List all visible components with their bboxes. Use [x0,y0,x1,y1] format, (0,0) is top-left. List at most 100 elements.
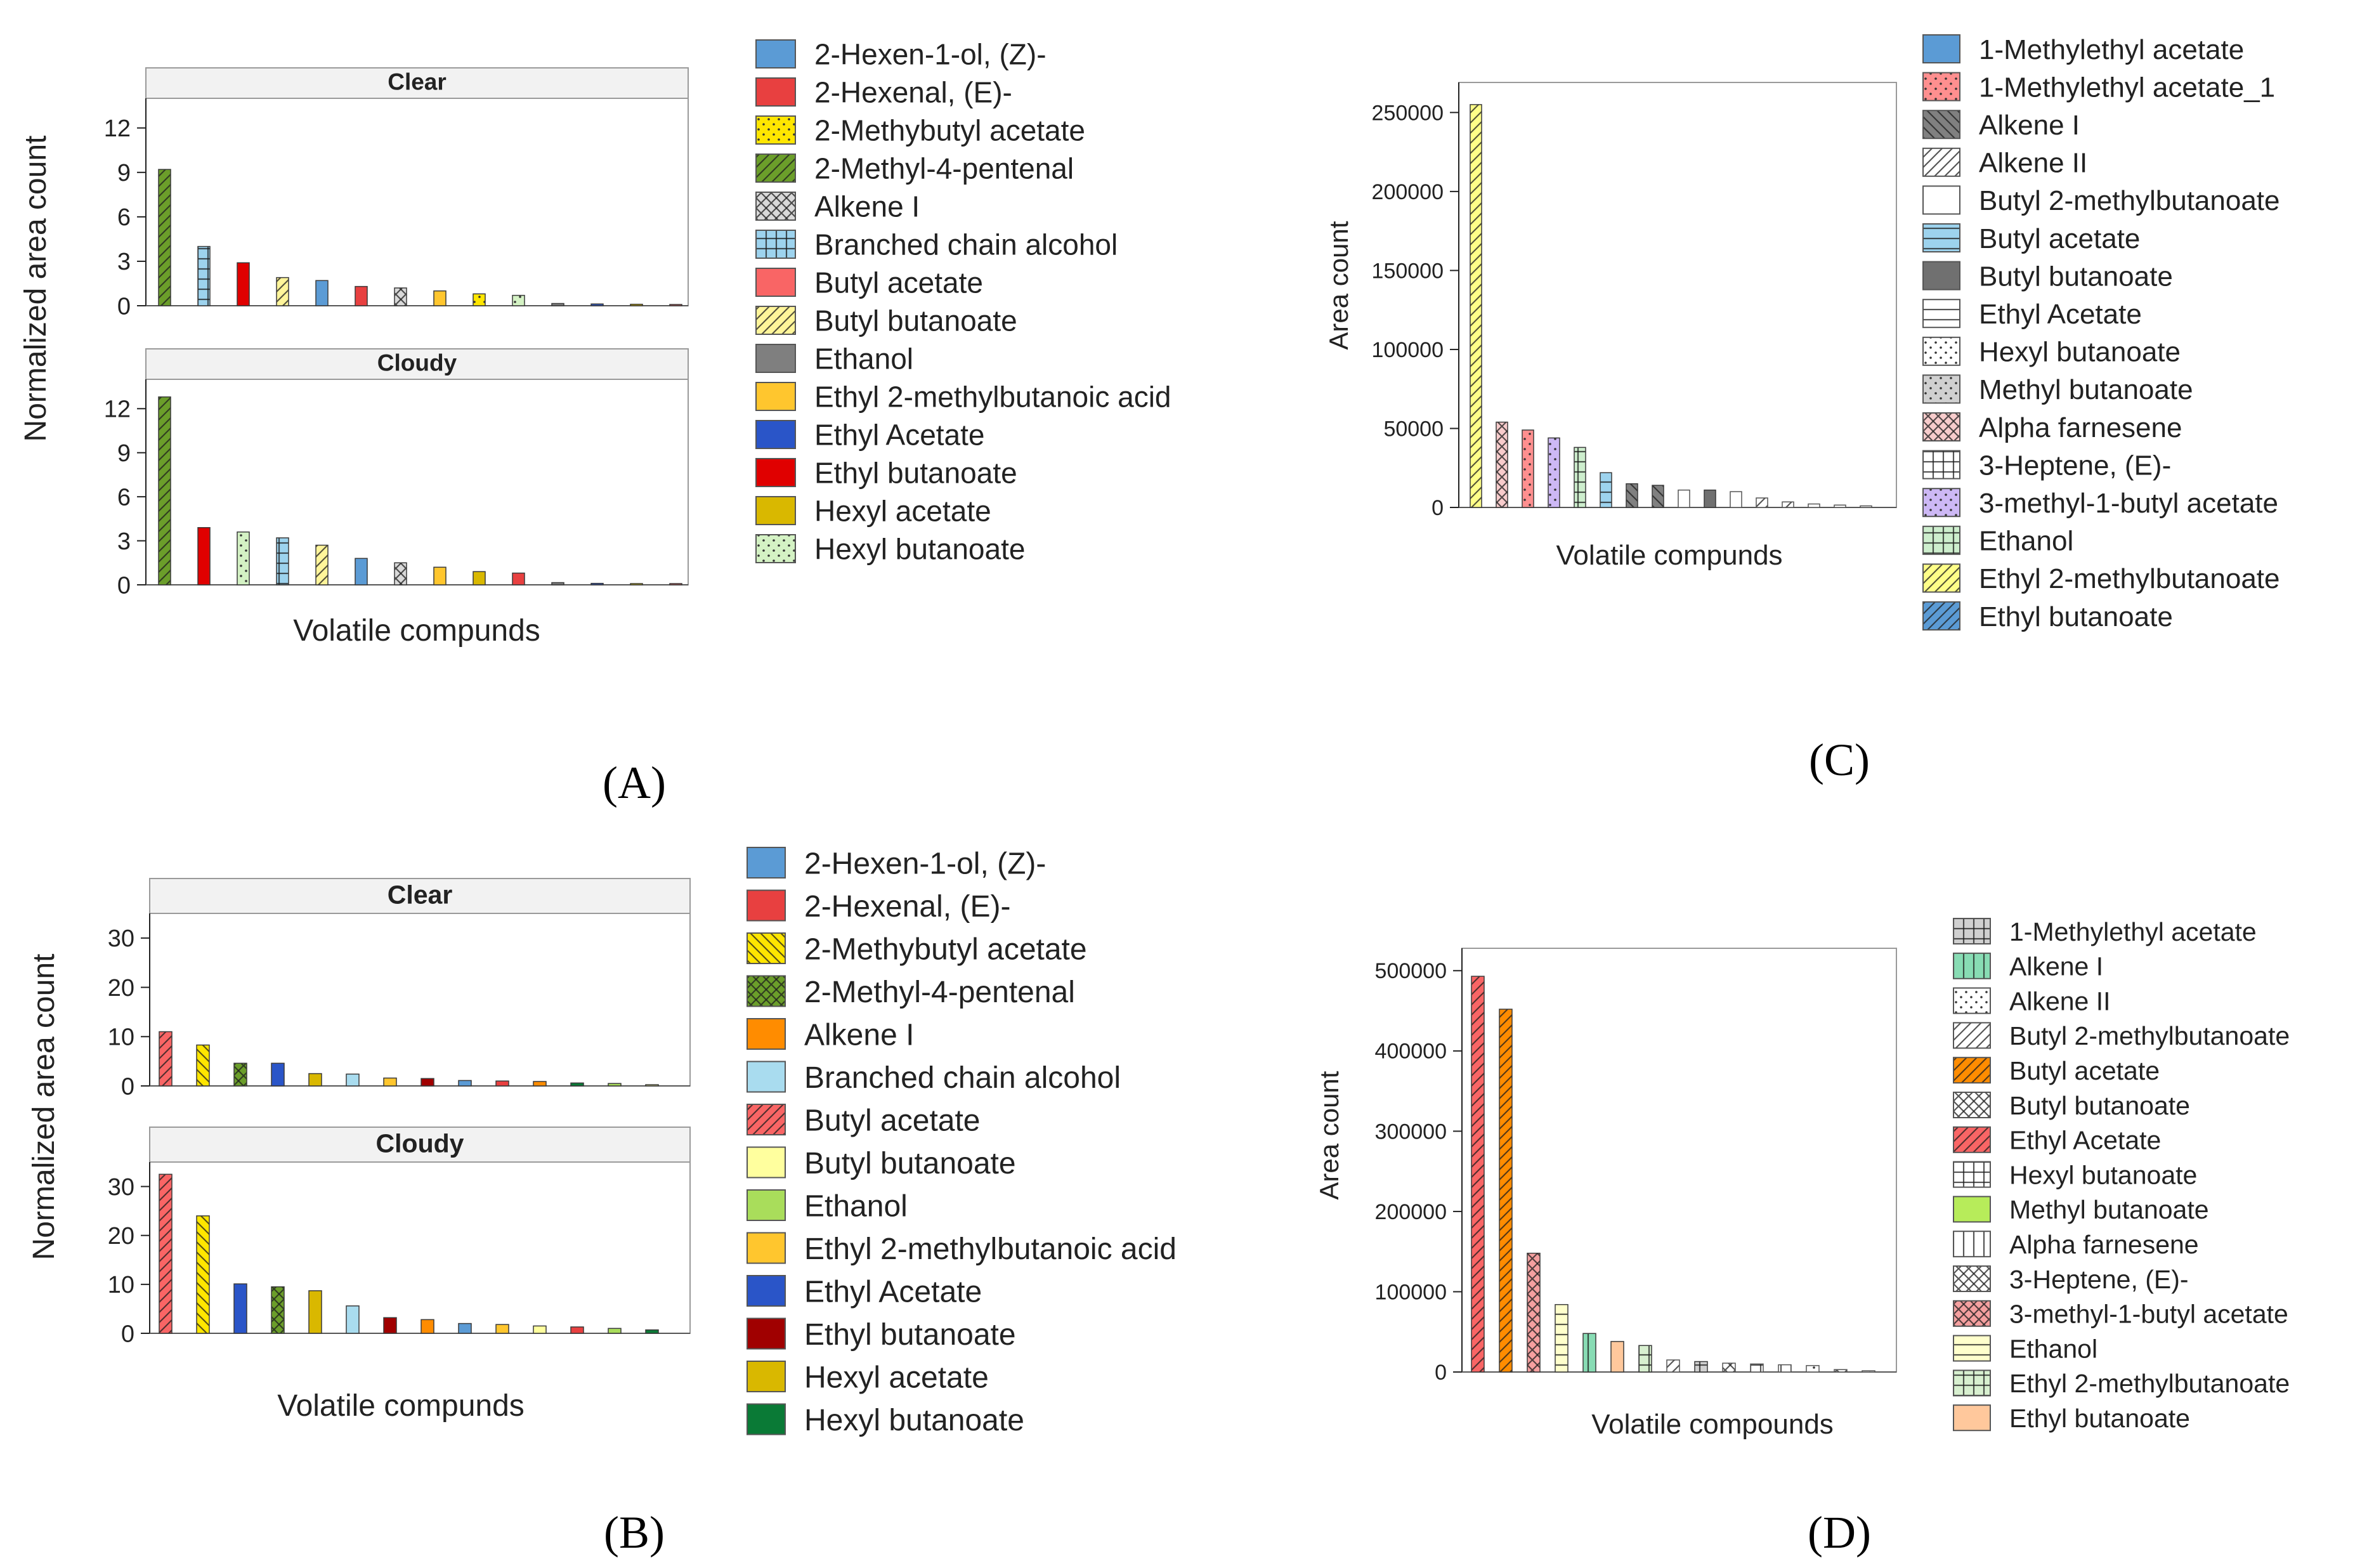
legend-label: 2-Hexen-1-ol, (Z)- [804,847,1046,880]
bar: Ethyl 2-methylbutanoic acid: 1.6 [383,1077,397,1087]
facet-frame [145,67,689,306]
y-tick-label: 150000 [1372,259,1444,283]
legend-swatch [747,1018,786,1050]
bar: Ethyl Acetate: 10.1 [233,1283,247,1334]
legend-label: Alkene I [2009,952,2103,981]
legend-swatch [747,1317,786,1350]
legend-swatch [755,154,796,183]
y-tick-label: 0 [117,293,131,320]
legend-swatch [1953,1404,1991,1432]
bar: Butyl butanoate: 11000 [1722,1362,1736,1373]
legend-swatch [1953,918,1991,944]
legend-swatch [755,115,796,145]
legend-swatch [1922,110,1960,140]
legend-label: 1-Methylethyl acetate [2009,917,2257,946]
bar: Butyl butanoate: 2.7 [315,544,329,585]
bar: 2-Hexenal, (E)-: 1 [495,1080,509,1087]
panel-label-c: (C) [1809,735,1870,785]
legend-label: Alkene I [814,190,920,223]
y-tick-label: 30 [108,925,134,952]
y-tick-label: 6 [117,484,131,511]
legend-label: Ethyl butanoate [804,1318,1016,1352]
x-axis-title: Volatile compunds [1556,540,1782,571]
bar: Ethanol: 1 [608,1328,622,1334]
facet-title: Clear [388,69,447,95]
y-tick-label: 0 [1435,1361,1447,1385]
bar: Ethyl 2-methylbutanoic acid: 1 [433,290,447,306]
bar: Butyl butanoate: 1.9 [276,277,289,306]
legend-label: Hexyl acetate [804,1361,989,1394]
legend-label: Alkene II [1979,148,2087,179]
legend-swatch [1922,412,1960,441]
y-tick-label: 20 [108,1223,134,1250]
bar: 3-methyl-1-butyl acetate: 44000 [1548,437,1560,508]
legend-swatch [1922,72,1960,101]
bar: 2-Methybutyl acetate: 0.08 [630,583,643,585]
legend-label: Methyl butanoate [2009,1195,2209,1224]
legend-label: 1-Methylethyl acetate_1 [1979,72,2275,103]
legend-label: 2-Hexen-1-ol, (Z)- [814,38,1047,71]
legend-label: 3-methyl-1-butyl acetate [2009,1300,2288,1329]
bar: Alkene II: 6000 [1756,497,1768,508]
y-tick-label: 100000 [1375,1280,1447,1304]
y-tick-label: 0 [1432,496,1444,520]
legend-label: 2-Methyl-4-pentenal [804,976,1075,1009]
legend-swatch [755,230,796,259]
legend-swatch [747,1275,786,1307]
legend-label: Ethyl butanoate [2009,1404,2190,1433]
legend-label: Butyl acetate [1979,223,2140,254]
legend-swatch [755,77,796,107]
bar: Ethanol: 38000 [1574,447,1586,508]
legend-label: Butyl acetate [804,1104,981,1137]
legend-label: 2-Methybutyl acetate [814,114,1085,147]
y-tick-label: 10 [108,1024,134,1051]
y-axis-title: Area count [1324,221,1353,350]
bar: 2-Methyl-4-pentenal: 12.8 [158,396,171,585]
legend-label: Butyl acetate [2009,1056,2160,1085]
legend-swatch [755,458,796,487]
bar: Ethyl 2-methylbutanoate: 255000 [1470,104,1482,508]
legend-swatch [755,39,796,69]
bar: 2-Hexen-1-ol, (Z)-: 1.7 [315,280,329,306]
y-tick-label: 30 [108,1174,134,1201]
bar: Ethyl Acetate: 1500 [1834,504,1846,508]
legend-swatch [1922,34,1960,63]
legend-swatch [755,382,796,411]
bar: Ethanol: 84000 [1555,1303,1569,1373]
bar: Alkene I: 0.9 [533,1081,547,1087]
bar: Butyl acetate: 0.05 [669,583,682,585]
bar: Alkene II: 1500 [1862,1370,1875,1373]
bar: 2-Hexenal, (E)-: 1.3 [570,1326,584,1334]
legend-swatch [1953,1369,1991,1397]
legend-label: Butyl butanoate [804,1147,1016,1180]
y-tick-label: 12 [104,396,131,423]
bar: Butyl 2-methylbutanoate: 11000 [1678,489,1690,508]
legend-label: Butyl butanoate [814,304,1017,337]
bar: Branched chain alcohol: 2.4 [346,1073,360,1087]
legend-swatch [747,1232,786,1264]
legend-label: Hexyl butanoate [814,533,1025,566]
legend-swatch [1922,147,1960,177]
legend-label: Methyl butanoate [1979,374,2193,405]
bar: Ethyl butanoate: 1.5 [421,1078,434,1087]
legend-swatch [747,1189,786,1221]
x-axis-title: Volatile compounds [1591,1409,1834,1440]
bar: 2-Methyl-4-pentenal: 9.2 [158,169,171,306]
legend-label: 2-Hexenal, (E)- [804,890,1010,924]
bar: Ethyl butanoate: 3.2 [383,1317,397,1334]
legend-label: Alpha farnesene [1979,412,2182,443]
legend-label: Alkene I [1979,110,2080,141]
legend-label: 2-Methybutyl acetate [804,932,1087,966]
legend-swatch [755,496,796,525]
legend-swatch [1953,987,1991,1014]
legend-swatch [1953,1057,1991,1084]
bar: Butyl butanoate: 11000 [1704,489,1716,508]
legend-swatch [1922,336,1960,366]
legend-swatch [1953,1092,1991,1118]
bar: Butyl acetate: 32.5 [159,1173,173,1334]
legend-swatch [1953,1231,1991,1258]
bar: Ethanol: 0.5 [608,1083,622,1087]
bar: Hexyl acetate: 0.1 [630,303,643,306]
legend-label: 1-Methylethyl acetate [1979,34,2244,65]
panel-label-d: (D) [1808,1507,1871,1558]
